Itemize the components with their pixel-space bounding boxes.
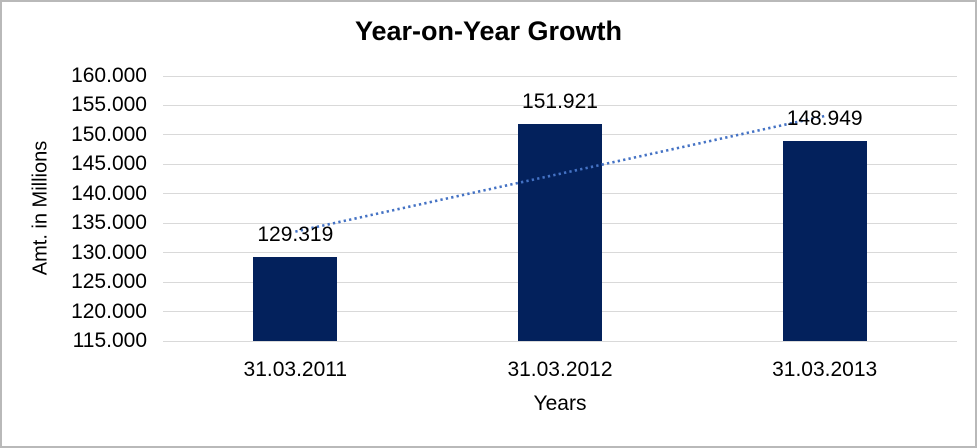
bar-value-label: 129.319 [257, 222, 334, 246]
y-tick-label: 150.000 [71, 122, 147, 146]
y-tick-label: 135.000 [71, 211, 147, 235]
x-tick-label: 31.03.2011 [243, 358, 348, 381]
y-tick-label: 160.000 [71, 64, 147, 87]
y-tick-label: 125.000 [71, 270, 147, 294]
y-tick-label: 115.000 [72, 329, 147, 352]
x-tick-label: 31.03.2012 [507, 358, 613, 381]
gridline [163, 340, 957, 342]
y-tick-label: 145.000 [71, 152, 147, 176]
y-tick-label: 140.000 [71, 181, 147, 205]
x-tick-label: 31.03.2013 [772, 358, 878, 381]
y-tick-label: 120.000 [71, 299, 147, 323]
y-tick-label: 155.000 [71, 93, 147, 117]
bar [253, 256, 338, 341]
bar-value-label: 151.921 [522, 89, 598, 113]
x-axis-title: Years [533, 392, 587, 415]
chart-title: Year-on-Year Growth [354, 16, 623, 46]
gridline [163, 104, 957, 106]
bar-value-label: 148.949 [786, 107, 863, 131]
gridline [163, 75, 957, 77]
y-tick-label: 130.000 [71, 240, 147, 264]
